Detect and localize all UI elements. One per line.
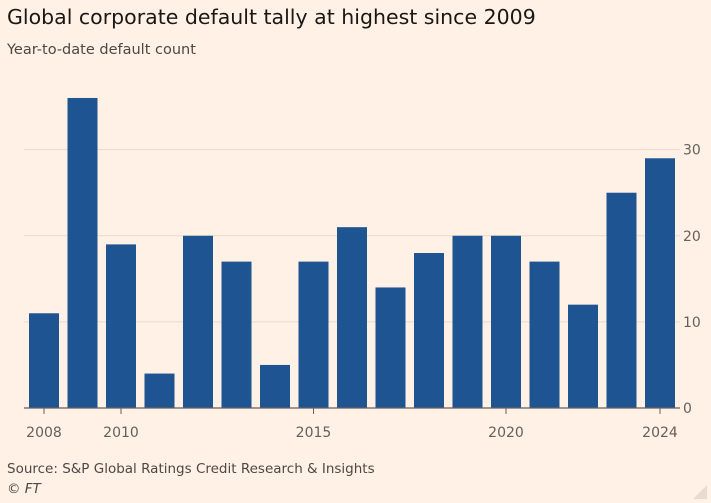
ft-credit: © FT [7,481,41,497]
bars [29,98,675,408]
bar-2021 [529,261,560,408]
bar-2024 [645,158,675,408]
bar-2015 [298,261,329,408]
resize-corner-icon [693,485,707,499]
x-tick-label-2015: 2015 [296,425,332,441]
x-tick-label-2010: 2010 [103,425,139,441]
bar-2010 [106,244,136,408]
bar-2008 [29,313,59,408]
y-tick-label-30: 30 [683,143,701,159]
x-tick-label-2008: 2008 [26,425,62,441]
x-tick-label-2020: 2020 [488,425,524,441]
x-tick-label-2024: 2024 [642,425,678,441]
y-tick-label-20: 20 [683,229,701,245]
tick-labels: 0 10 20 30 2008 2010 2015 2020 2024 [26,143,701,441]
bar-2013 [221,261,252,408]
bar-2011 [144,373,175,408]
bar-2012 [183,235,213,408]
bar-2018 [414,253,444,408]
bar-2023 [606,192,637,408]
bar-2019 [452,235,483,408]
bar-2009 [67,98,98,408]
axes [24,407,680,414]
y-tick-label-10: 10 [683,315,701,331]
bar-2022 [568,304,598,408]
chart-subtitle: Year-to-date default count [7,42,196,58]
bar-2016 [337,227,367,408]
bar-2014 [260,364,290,408]
bar-2020 [491,235,521,408]
chart-title: Global corporate default tally at highes… [7,5,536,29]
source-note: Source: S&P Global Ratings Credit Resear… [7,461,375,477]
y-tick-label-0: 0 [683,401,692,417]
bar-2017 [375,287,406,408]
